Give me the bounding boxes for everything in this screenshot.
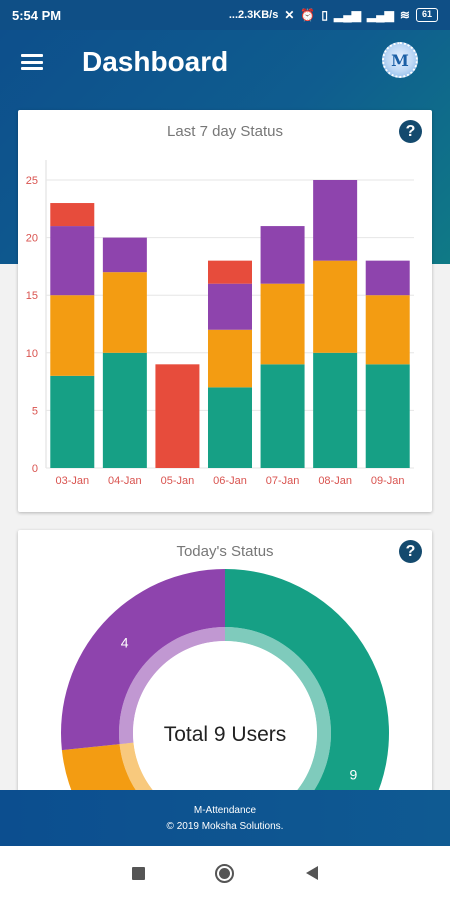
x-tick-label: 03-Jan <box>55 475 89 487</box>
bar-segment[interactable] <box>50 226 95 296</box>
recents-icon <box>131 866 145 880</box>
bar-segment[interactable] <box>208 387 252 468</box>
signal-icon-2: ▂▄▆ <box>366 8 394 22</box>
donut-center-label: Total 9 Users <box>164 723 287 746</box>
bar-segment[interactable] <box>260 364 305 468</box>
wifi-icon: ≋ <box>399 8 410 22</box>
bar-segment[interactable] <box>260 283 305 365</box>
system-nav-bar <box>0 846 450 900</box>
footer-app-name: M-Attendance <box>193 804 257 816</box>
weekly-bar-chart: 0 5 10 15 20 25 03-Jan 04-Jan 05-Jan 06-Jan 07-Jan… <box>26 160 414 487</box>
slice-label: 4 <box>121 635 129 651</box>
recents-button[interactable] <box>123 858 153 888</box>
donut-hole <box>133 641 317 800</box>
x-tick-label: 07-Jan <box>266 475 300 487</box>
bar-segment[interactable] <box>208 260 252 284</box>
signal-icon: ▂▄▆ <box>333 8 361 22</box>
status-bar: 5:54 PM ...2.3KB/s ✕ ⏰ ▯ ▂▄▆ ▂▄▆ ≋ 61 <box>0 0 450 30</box>
back-icon <box>305 866 318 880</box>
y-tick-label: 10 <box>26 348 38 360</box>
slice-label: 9 <box>349 767 357 783</box>
bar-segment[interactable] <box>313 180 358 261</box>
app-bar: Dashboard M <box>0 30 450 94</box>
y-tick-label: 20 <box>26 233 38 245</box>
bar-segment[interactable] <box>102 237 147 273</box>
home-button[interactable] <box>210 858 240 888</box>
page-title: Dashboard <box>82 46 229 77</box>
bar-segment[interactable] <box>102 272 147 353</box>
bar-segment[interactable] <box>208 283 252 330</box>
bar-segment[interactable] <box>102 352 147 468</box>
y-tick-label: 5 <box>32 405 38 417</box>
bar-segment[interactable] <box>50 375 95 468</box>
weekly-status-card: Last 7 day Status ? 0 5 10 15 20 25 03-Jan 04-J… <box>18 110 432 512</box>
menu-button[interactable] <box>0 30 64 94</box>
bar-segment[interactable] <box>365 364 410 468</box>
y-tick-label: 25 <box>26 175 38 187</box>
bar-segment[interactable] <box>208 329 252 388</box>
today-donut-chart: 9 4 Total 9 Users <box>61 569 389 800</box>
alarm-icon: ⏰ <box>300 8 316 22</box>
bar-segment[interactable] <box>365 295 410 365</box>
app-logo[interactable]: M <box>382 42 418 78</box>
footer: M-Attendance © 2019 Moksha Solutions. <box>0 790 450 846</box>
vibrate-icon: ▯ <box>321 8 328 22</box>
today-card-title: Today's Status <box>176 543 274 560</box>
y-tick-label: 15 <box>26 290 38 302</box>
status-icons: ...2.3KB/s ✕ ⏰ ▯ ▂▄▆ ▂▄▆ ≋ 61 <box>229 8 438 22</box>
bar-segment[interactable] <box>260 226 305 284</box>
donut-slice-inner <box>225 627 331 800</box>
weekly-card-title: Last 7 day Status <box>167 123 283 140</box>
bar-segment[interactable] <box>50 295 95 376</box>
donut-slice[interactable] <box>129 569 389 800</box>
donut-slice[interactable] <box>61 569 225 751</box>
battery-icon: 61 <box>415 8 438 22</box>
status-time: 5:54 PM <box>12 7 62 23</box>
y-tick-label: 0 <box>32 463 38 475</box>
donut-slice-inner <box>119 742 163 800</box>
bar-segment[interactable] <box>313 352 358 468</box>
bar-segment[interactable] <box>50 203 95 227</box>
x-tick-label: 06-Jan <box>213 475 247 487</box>
x-tick-label: 04-Jan <box>108 475 142 487</box>
network-speed: ...2.3KB/s <box>228 9 279 21</box>
bar-segment[interactable] <box>313 260 358 353</box>
donut-slice[interactable] <box>61 744 163 800</box>
hamburger-icon <box>21 54 43 70</box>
footer-copyright: © 2019 Moksha Solutions. <box>166 820 284 832</box>
today-help-icon[interactable]: ? <box>399 540 422 563</box>
x-tick-label: 08-Jan <box>318 475 352 487</box>
x-tick-label: 05-Jan <box>161 475 195 487</box>
today-status-card: Today's Status ? 9 4 Total 9 Users <box>18 530 432 800</box>
back-button[interactable] <box>297 858 327 888</box>
bar-segment[interactable] <box>155 364 200 468</box>
logo-letter: M <box>391 50 409 70</box>
mute-icon: ✕ <box>284 8 295 22</box>
home-icon <box>215 863 235 883</box>
weekly-help-icon[interactable]: ? <box>399 120 422 143</box>
bar-segment[interactable] <box>365 260 410 296</box>
donut-slice-inner <box>119 627 225 745</box>
x-tick-label: 09-Jan <box>371 475 405 487</box>
